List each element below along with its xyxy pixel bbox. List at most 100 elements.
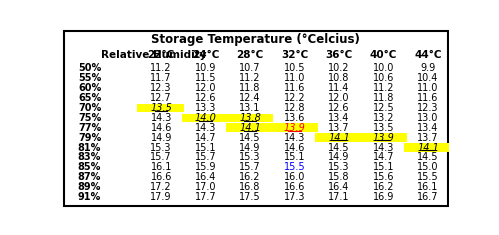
Text: 13.0: 13.0	[417, 113, 439, 123]
Text: 11.6: 11.6	[284, 83, 305, 93]
Text: 55%: 55%	[78, 73, 101, 83]
Text: 60%: 60%	[78, 83, 101, 93]
Text: 22°C: 22°C	[148, 50, 175, 60]
Text: 32°C: 32°C	[281, 50, 308, 60]
Text: 14.7: 14.7	[195, 133, 217, 143]
Text: 15.5: 15.5	[417, 172, 439, 182]
Text: 11.2: 11.2	[150, 63, 172, 73]
Text: 17.3: 17.3	[284, 192, 305, 202]
Text: 14.6: 14.6	[284, 143, 305, 153]
Text: 12.0: 12.0	[195, 83, 217, 93]
Text: 70%: 70%	[78, 103, 101, 113]
Text: 11.0: 11.0	[284, 73, 305, 83]
Text: 17.0: 17.0	[195, 182, 217, 192]
Bar	[227, 123, 273, 132]
Text: 10.7: 10.7	[240, 63, 261, 73]
Text: 15.5: 15.5	[284, 162, 305, 172]
Text: 9.9: 9.9	[420, 63, 436, 73]
Text: 14.5: 14.5	[417, 153, 439, 162]
Text: 12.3: 12.3	[150, 83, 172, 93]
Text: 17.7: 17.7	[195, 192, 217, 202]
Text: 65%: 65%	[78, 93, 101, 103]
Text: 14.9: 14.9	[240, 143, 261, 153]
Text: 11.0: 11.0	[417, 83, 439, 93]
Text: 16.6: 16.6	[151, 172, 172, 182]
Text: 15.7: 15.7	[240, 162, 261, 172]
Text: 14.7: 14.7	[373, 153, 394, 162]
Text: 17.1: 17.1	[328, 192, 350, 202]
Text: 11.4: 11.4	[328, 83, 350, 93]
Text: 16.7: 16.7	[417, 192, 439, 202]
Text: 13.4: 13.4	[328, 113, 350, 123]
Text: 11.2: 11.2	[240, 73, 261, 83]
Text: 12.5: 12.5	[373, 103, 394, 113]
Text: 12.4: 12.4	[240, 93, 261, 103]
Text: 11.8: 11.8	[240, 83, 261, 93]
Text: 13.7: 13.7	[417, 133, 439, 143]
Text: 14.9: 14.9	[151, 133, 172, 143]
Text: 16.0: 16.0	[284, 172, 305, 182]
Text: 10.4: 10.4	[417, 73, 439, 83]
Text: 83%: 83%	[78, 153, 101, 162]
Bar	[360, 133, 407, 142]
Text: 14.1: 14.1	[417, 143, 439, 153]
Text: 15.1: 15.1	[373, 162, 394, 172]
Text: 85%: 85%	[78, 162, 101, 172]
Text: 13.5: 13.5	[373, 123, 394, 133]
Text: 11.5: 11.5	[195, 73, 217, 83]
Text: 12.6: 12.6	[328, 103, 350, 113]
Text: 16.1: 16.1	[417, 182, 439, 192]
Text: 14.3: 14.3	[284, 133, 305, 143]
Text: 15.1: 15.1	[284, 153, 305, 162]
Text: 12.0: 12.0	[328, 93, 350, 103]
Text: 16.2: 16.2	[373, 182, 394, 192]
Text: 17.5: 17.5	[240, 192, 261, 202]
Text: 87%: 87%	[78, 172, 101, 182]
Text: 36°C: 36°C	[325, 50, 353, 60]
Text: 14.5: 14.5	[240, 133, 261, 143]
Text: 75%: 75%	[78, 113, 101, 123]
Bar	[182, 114, 229, 122]
Text: 10.5: 10.5	[284, 63, 305, 73]
Text: 11.2: 11.2	[373, 83, 394, 93]
Bar	[271, 123, 318, 132]
Text: 12.7: 12.7	[150, 93, 172, 103]
Text: 14.3: 14.3	[151, 113, 172, 123]
Text: 13.9: 13.9	[283, 123, 305, 133]
Text: 12.3: 12.3	[417, 103, 439, 113]
Text: Relative Humidity: Relative Humidity	[101, 50, 207, 60]
Text: 16.1: 16.1	[151, 162, 172, 172]
Text: 15.3: 15.3	[328, 162, 350, 172]
Text: 14.9: 14.9	[328, 153, 350, 162]
Text: 13.1: 13.1	[240, 103, 261, 113]
Bar	[137, 104, 184, 112]
Bar	[227, 114, 273, 122]
Text: 11.6: 11.6	[417, 93, 439, 103]
Text: 15.7: 15.7	[195, 153, 217, 162]
Text: 12.2: 12.2	[284, 93, 305, 103]
Text: 16.4: 16.4	[328, 182, 350, 192]
Text: 40°C: 40°C	[370, 50, 397, 60]
Text: 12.8: 12.8	[284, 103, 305, 113]
Text: 10.6: 10.6	[373, 73, 394, 83]
Text: 44°C: 44°C	[414, 50, 442, 60]
Text: 91%: 91%	[78, 192, 101, 202]
Text: 16.2: 16.2	[240, 172, 261, 182]
Text: 15.1: 15.1	[195, 143, 217, 153]
Text: 15.3: 15.3	[240, 153, 261, 162]
Text: 12.6: 12.6	[195, 93, 217, 103]
Text: 81%: 81%	[78, 143, 101, 153]
Text: Storage Temperature (°Celcius): Storage Temperature (°Celcius)	[151, 33, 360, 46]
Text: 15.6: 15.6	[373, 172, 394, 182]
Text: 24°C: 24°C	[192, 50, 220, 60]
Text: 14.1: 14.1	[239, 123, 261, 133]
Text: 15.7: 15.7	[150, 153, 172, 162]
Text: 15.3: 15.3	[150, 143, 172, 153]
Text: 11.8: 11.8	[373, 93, 394, 103]
Text: 13.9: 13.9	[373, 133, 395, 143]
Text: 13.3: 13.3	[195, 103, 217, 113]
Text: 13.6: 13.6	[284, 113, 305, 123]
Text: 89%: 89%	[78, 182, 101, 192]
Text: 10.9: 10.9	[195, 63, 217, 73]
Text: 77%: 77%	[78, 123, 101, 133]
